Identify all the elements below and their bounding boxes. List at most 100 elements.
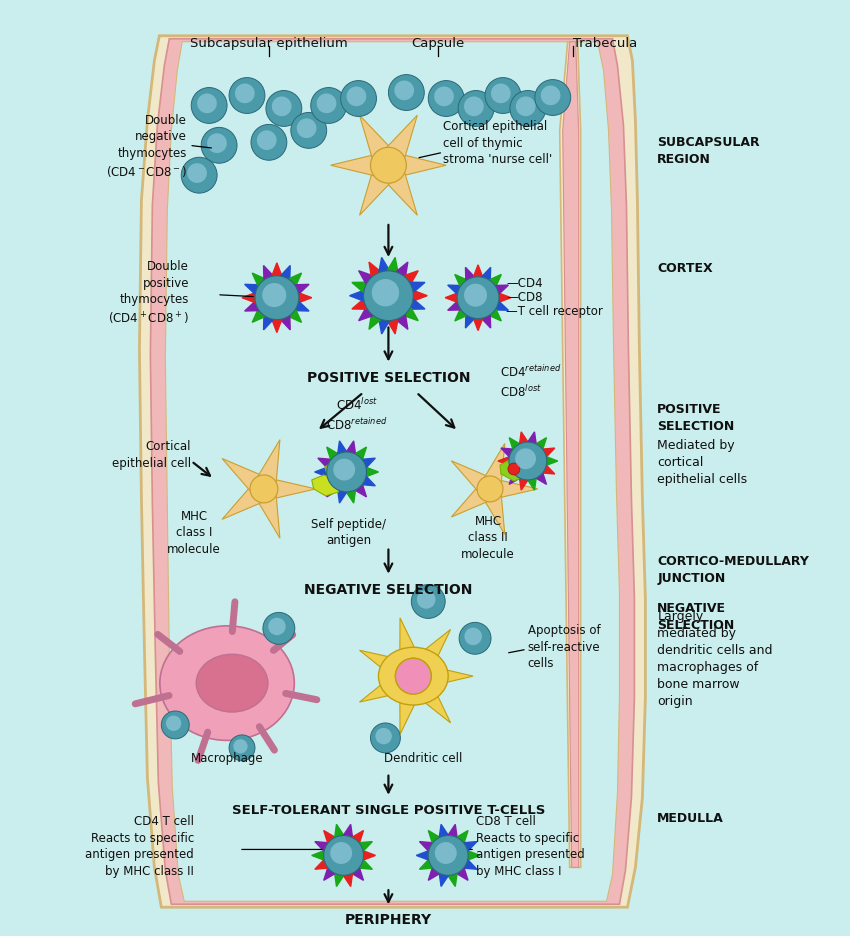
Circle shape [250,475,278,504]
Polygon shape [314,841,327,851]
Polygon shape [490,310,502,322]
Text: Cortical
epithelial cell: Cortical epithelial cell [112,440,191,469]
Polygon shape [139,37,645,907]
Circle shape [326,453,366,492]
Circle shape [229,79,265,114]
Polygon shape [355,447,366,460]
Circle shape [395,659,431,695]
Polygon shape [559,43,581,868]
Circle shape [251,125,286,161]
Polygon shape [473,266,483,277]
Polygon shape [455,275,467,286]
Circle shape [297,119,316,139]
Polygon shape [360,841,372,851]
Polygon shape [479,444,505,492]
Polygon shape [379,258,389,272]
Polygon shape [468,851,480,860]
Circle shape [394,81,414,101]
Text: MHC
class I
molecule: MHC class I molecule [167,509,221,555]
Polygon shape [366,468,378,477]
Circle shape [331,842,352,864]
Circle shape [263,613,295,645]
Text: MEDULLA: MEDULLA [657,812,724,825]
Circle shape [181,158,217,194]
Circle shape [515,449,536,470]
Polygon shape [359,308,373,321]
Polygon shape [501,466,513,475]
Polygon shape [324,869,335,881]
Polygon shape [498,458,509,466]
Circle shape [395,659,431,695]
Circle shape [266,92,302,127]
Polygon shape [419,860,432,870]
Polygon shape [509,474,519,485]
Polygon shape [439,825,448,837]
Polygon shape [536,474,547,485]
Polygon shape [448,285,461,295]
Polygon shape [347,490,355,504]
Text: CD4 T cell
Reacts to specific
antigen presented
by MHC class II: CD4 T cell Reacts to specific antigen pr… [86,814,194,877]
Circle shape [262,284,286,308]
Polygon shape [543,448,555,457]
Polygon shape [326,485,337,497]
Polygon shape [528,479,536,490]
Polygon shape [490,275,502,286]
Polygon shape [326,447,337,460]
Polygon shape [457,830,468,842]
Polygon shape [536,438,547,449]
Polygon shape [264,477,315,502]
Circle shape [291,113,326,149]
Circle shape [317,95,337,114]
Text: POSITIVE
SELECTION: POSITIVE SELECTION [657,402,734,432]
Polygon shape [455,310,467,322]
Text: —CD8: —CD8 [506,291,542,304]
Circle shape [364,271,413,321]
Polygon shape [547,458,558,466]
Polygon shape [245,302,258,312]
Text: CD4$^{lost}$
CD8$^{retained}$: CD4$^{lost}$ CD8$^{retained}$ [326,397,388,432]
Circle shape [464,285,487,307]
Polygon shape [466,316,474,329]
Circle shape [464,628,482,646]
Polygon shape [150,39,634,904]
Circle shape [477,476,503,503]
Ellipse shape [160,626,294,740]
Circle shape [207,134,227,154]
Circle shape [235,84,255,104]
Polygon shape [451,461,496,498]
Polygon shape [289,273,302,286]
Polygon shape [252,273,265,286]
Text: CORTICO-MEDULLARY
JUNCTION: CORTICO-MEDULLARY JUNCTION [657,554,809,584]
Polygon shape [377,159,417,216]
Circle shape [255,276,299,320]
Text: Double
positive
thymocytes
(CD4$^+$CD8$^+$): Double positive thymocytes (CD4$^+$CD8$^… [109,260,190,327]
Polygon shape [312,475,338,496]
Text: Apoptosis of
self-reactive
cells: Apoptosis of self-reactive cells [528,623,600,669]
Text: Double
negative
thymocytes
(CD4$^-$CD8$^-$): Double negative thymocytes (CD4$^-$CD8$^… [106,113,187,179]
Polygon shape [314,468,326,477]
Circle shape [371,280,399,307]
Polygon shape [369,263,381,277]
Polygon shape [496,285,508,295]
Circle shape [234,739,247,753]
Circle shape [491,84,511,104]
Polygon shape [402,667,450,724]
Polygon shape [166,43,620,901]
Polygon shape [331,153,388,180]
Circle shape [516,97,536,117]
Polygon shape [388,320,398,334]
Circle shape [388,76,424,111]
Text: POSITIVE SELECTION: POSITIVE SELECTION [307,371,470,385]
Polygon shape [396,263,408,277]
Polygon shape [252,486,280,538]
Polygon shape [445,294,457,303]
Polygon shape [343,825,353,837]
Polygon shape [252,440,280,493]
Polygon shape [222,480,271,519]
Polygon shape [355,485,366,497]
Circle shape [416,591,435,609]
Circle shape [166,716,181,731]
Circle shape [257,131,276,151]
Polygon shape [360,651,419,689]
Polygon shape [289,311,302,323]
